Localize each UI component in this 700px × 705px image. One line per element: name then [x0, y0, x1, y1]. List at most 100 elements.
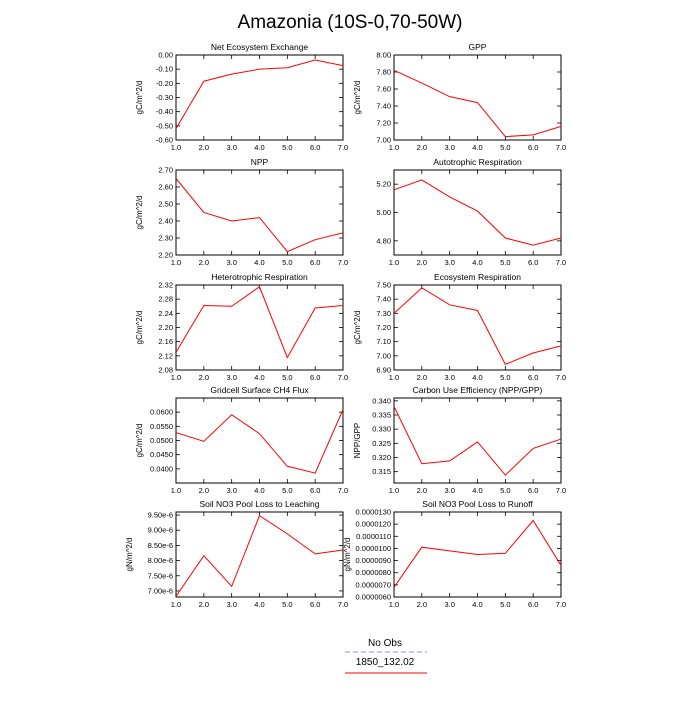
x-tick-label: 2.0: [417, 600, 427, 609]
legend-label-1850: 1850_132.02: [356, 657, 415, 668]
y-tick-label: 0.0600: [150, 408, 173, 417]
y-tick-label: 2.30: [158, 234, 173, 243]
panel-title: Gridcell Surface CH4 Flux: [210, 385, 309, 395]
x-tick-label: 1.0: [389, 373, 399, 382]
x-tick-label: 7.0: [556, 258, 566, 267]
x-tick-label: 2.0: [417, 143, 427, 152]
x-tick-label: 7.0: [556, 143, 566, 152]
y-tick-label: 7.80: [376, 68, 391, 77]
x-tick-label: 2.0: [199, 258, 209, 267]
series-line: [393, 406, 562, 476]
y-tick-label: 0.0000070: [356, 580, 391, 589]
x-tick-label: 2.0: [417, 373, 427, 382]
x-tick-label: 7.0: [556, 600, 566, 609]
series-line: [175, 409, 344, 474]
x-tick-label: 6.0: [528, 143, 538, 152]
x-tick-label: 7.0: [556, 373, 566, 382]
x-tick-label: 3.0: [226, 373, 236, 382]
plot-frame: [393, 397, 562, 484]
y-tick-label: 0.0000060: [356, 593, 391, 602]
y-tick-label: 2.60: [158, 183, 173, 192]
x-tick-label: 2.0: [417, 486, 427, 495]
x-tick-label: 3.0: [444, 486, 454, 495]
x-tick-label: 3.0: [226, 258, 236, 267]
x-tick-label: 7.0: [556, 486, 566, 495]
y-axis-label: gC/m^2/d: [135, 196, 144, 230]
x-tick-label: 5.0: [500, 373, 510, 382]
x-tick-label: 1.0: [171, 486, 181, 495]
panel-title: Soil NO3 Pool Loss to Leaching: [199, 499, 319, 509]
y-axis-label: gN/m^2/d: [343, 538, 352, 572]
y-tick-label: 7.50: [376, 281, 391, 290]
plot-frame: [175, 54, 344, 141]
panel-title: NPP: [251, 157, 269, 167]
x-tick-label: 4.0: [472, 600, 482, 609]
y-tick-label: 0.0000120: [356, 520, 391, 529]
x-tick-label: 4.0: [254, 373, 264, 382]
y-tick-label: 2.50: [158, 200, 173, 209]
y-tick-label: 2.20: [158, 323, 173, 332]
panel-title: Heterotrophic Respiration: [211, 272, 308, 282]
panel-8: Carbon Use Efficiency (NPP/GPP) 1.0 2.0 3.0…: [353, 385, 566, 495]
x-tick-label: 1.0: [389, 258, 399, 267]
x-tick-label: 5.0: [500, 486, 510, 495]
x-tick-label: 2.0: [199, 486, 209, 495]
x-tick-label: 4.0: [472, 258, 482, 267]
panel-title: Net Ecosystem Exchange: [211, 42, 309, 52]
y-tick-label: 0.335: [372, 411, 391, 420]
plot-frame: [393, 54, 562, 141]
series-line: [175, 59, 344, 129]
series-line: [393, 69, 562, 138]
plot-frame: [393, 169, 562, 256]
x-tick-label: 5.0: [282, 600, 292, 609]
x-tick-label: 6.0: [310, 258, 320, 267]
x-tick-label: 5.0: [500, 143, 510, 152]
panel-2: GPP 1.0 2.0 3.0 4.0 5.0 6.0 7.0 8.00 7.80 7.60 7.40…: [353, 42, 566, 152]
y-axis-label: gC/m^2/d: [353, 81, 362, 115]
y-tick-label: -0.20: [156, 79, 173, 88]
y-tick-label: 8.00: [376, 51, 391, 60]
x-tick-label: 7.0: [338, 486, 348, 495]
x-tick-label: 5.0: [500, 258, 510, 267]
y-tick-label: 0.0000100: [356, 544, 391, 553]
y-tick-label: 9.00e-6: [148, 526, 173, 535]
x-tick-label: 4.0: [472, 143, 482, 152]
y-tick-label: 7.40: [376, 102, 391, 111]
x-tick-label: 4.0: [254, 143, 264, 152]
y-tick-label: -0.10: [156, 65, 173, 74]
series-line: [175, 514, 344, 597]
y-tick-label: 2.12: [158, 351, 173, 360]
y-tick-label: -0.30: [156, 93, 173, 102]
x-tick-label: 6.0: [528, 373, 538, 382]
plot-frame: [175, 284, 344, 371]
y-tick-label: -0.60: [156, 136, 173, 145]
y-tick-label: 0.0000080: [356, 568, 391, 577]
x-tick-label: 2.0: [199, 373, 209, 382]
plot-frame: [175, 511, 344, 598]
y-tick-label: 0.320: [372, 453, 391, 462]
x-tick-label: 1.0: [171, 600, 181, 609]
y-tick-label: 2.32: [158, 281, 173, 290]
y-tick-label: 7.10: [376, 337, 391, 346]
x-tick-label: 7.0: [338, 600, 348, 609]
x-tick-label: 5.0: [282, 258, 292, 267]
x-tick-label: 2.0: [417, 258, 427, 267]
x-tick-label: 5.0: [282, 373, 292, 382]
y-tick-label: 7.00: [376, 136, 391, 145]
x-tick-label: 4.0: [254, 258, 264, 267]
panel-6: Ecosystem Respiration 1.0 2.0 3.0 4.0 5.0 6.0 7…: [353, 272, 566, 382]
series-line: [175, 178, 344, 253]
x-tick-label: 6.0: [528, 600, 538, 609]
y-tick-label: 6.90: [376, 366, 391, 375]
x-tick-label: 6.0: [528, 258, 538, 267]
series-line: [393, 287, 562, 365]
legend: No Obs 1850_132.02: [345, 638, 427, 674]
y-tick-label: 0.340: [372, 396, 391, 405]
x-tick-label: 3.0: [444, 143, 454, 152]
x-tick-label: 3.0: [444, 600, 454, 609]
x-tick-label: 1.0: [389, 143, 399, 152]
x-tick-label: 4.0: [254, 486, 264, 495]
panel-title: Ecosystem Respiration: [434, 272, 521, 282]
